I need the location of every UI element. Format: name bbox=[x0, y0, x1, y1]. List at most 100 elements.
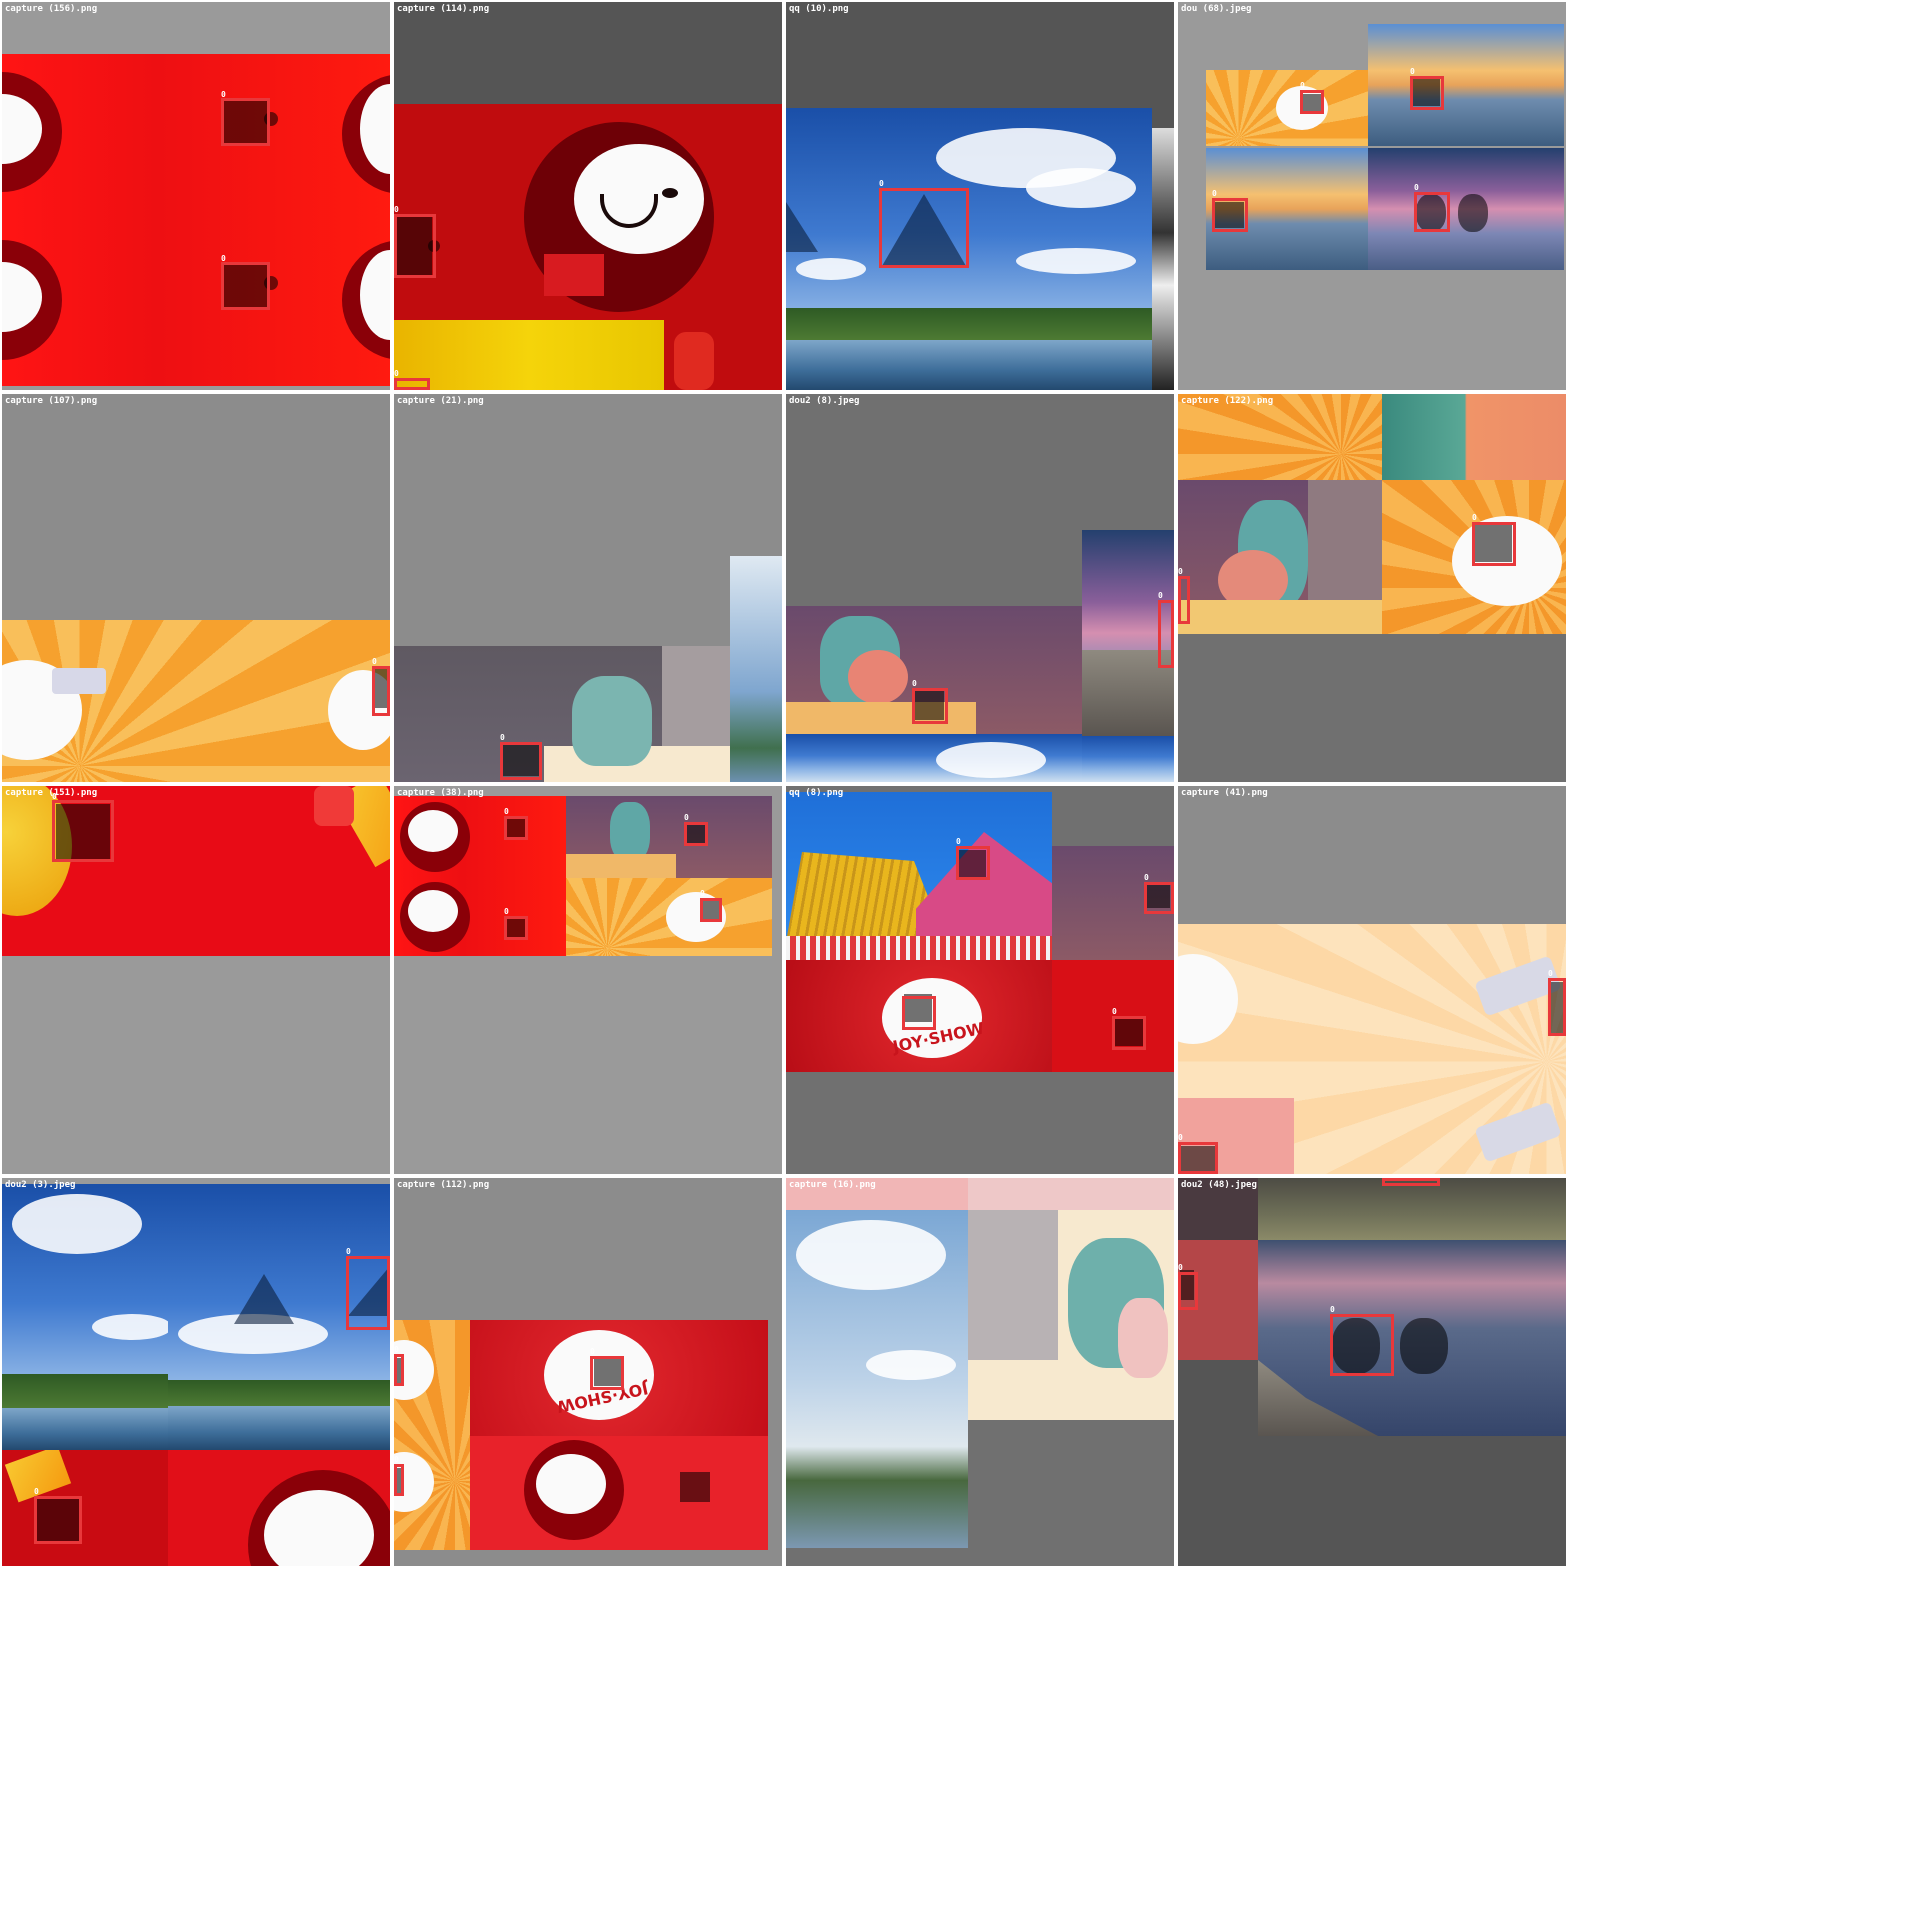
mascot-head bbox=[1178, 954, 1238, 1044]
detection-class-label: 0 bbox=[684, 813, 689, 822]
puzzle-gap bbox=[786, 202, 818, 252]
detection-box bbox=[1178, 1272, 1198, 1310]
puzzle-gap bbox=[374, 668, 390, 708]
skirt-shape bbox=[848, 650, 908, 704]
mascot-eye bbox=[662, 188, 678, 198]
detection-box bbox=[34, 1496, 82, 1544]
detection-class-label: 0 bbox=[1472, 513, 1477, 522]
lake bbox=[168, 1406, 390, 1450]
tile-filename: capture (21).png bbox=[397, 396, 484, 406]
fence bbox=[786, 936, 1052, 960]
detection-class-label: 0 bbox=[1158, 591, 1163, 600]
captcha-image bbox=[2, 1450, 168, 1566]
puzzle-gap bbox=[224, 264, 268, 308]
lake bbox=[2, 1408, 168, 1450]
tile-filename: qq (8).png bbox=[789, 788, 844, 798]
captcha-image bbox=[786, 1210, 968, 1548]
puzzle-gap bbox=[506, 818, 526, 838]
captcha-image bbox=[2, 1184, 168, 1450]
detection-box bbox=[700, 898, 722, 922]
captcha-image bbox=[1082, 736, 1174, 782]
mascot-head bbox=[408, 890, 458, 932]
detection-class-label: 0 bbox=[1300, 81, 1305, 90]
captcha-image bbox=[2, 620, 390, 782]
detection-box bbox=[879, 188, 969, 268]
detection-box bbox=[1330, 1314, 1394, 1376]
cloud-shape bbox=[92, 1314, 168, 1340]
captcha-image bbox=[394, 104, 782, 390]
puzzle-gap bbox=[224, 100, 268, 144]
mascot-head bbox=[264, 1490, 374, 1566]
captcha-image bbox=[2, 54, 390, 386]
detection-box bbox=[394, 214, 436, 278]
detection-box bbox=[52, 800, 114, 862]
tile-filename: capture (107).png bbox=[5, 396, 98, 406]
tile-filename: capture (41).png bbox=[1181, 788, 1268, 798]
puzzle-gap bbox=[914, 690, 944, 720]
detection-class-label: 0 bbox=[590, 1347, 595, 1356]
detection-box bbox=[394, 1354, 404, 1386]
captcha-image bbox=[968, 1178, 1174, 1420]
grid-tile: capture (112).png JOY·SHOW 0 0 0 bbox=[394, 1178, 782, 1566]
mascot-head bbox=[536, 1454, 606, 1514]
detection-class-label: 0 bbox=[500, 733, 505, 742]
captcha-image bbox=[394, 646, 730, 782]
puzzle-gap bbox=[506, 918, 526, 938]
grid-tile: capture (151).png 0 bbox=[2, 786, 390, 1174]
captcha-image bbox=[566, 796, 772, 878]
grid-tile: qq (10).png 0 bbox=[786, 2, 1174, 390]
grid-tile: dou (68).jpeg 0 0 0 0 bbox=[1178, 2, 1566, 390]
captcha-image bbox=[730, 556, 782, 782]
detection-class-label: 0 bbox=[52, 792, 57, 801]
tile-filename: capture (122).png bbox=[1181, 396, 1274, 406]
puzzle-gap bbox=[1214, 202, 1244, 228]
detection-class-label: 0 bbox=[504, 807, 509, 816]
tile-filename: dou2 (48).jpeg bbox=[1181, 1180, 1257, 1190]
captcha-image bbox=[786, 792, 1052, 960]
tile-filename: capture (156).png bbox=[5, 4, 98, 14]
detection-box bbox=[221, 98, 270, 146]
laptop-shape bbox=[544, 254, 604, 296]
grid-tile: capture (107).png 0 bbox=[2, 394, 390, 782]
tile-filename: capture (16).png bbox=[789, 1180, 876, 1190]
puzzle-gap bbox=[1180, 1270, 1194, 1300]
puzzle-gap bbox=[234, 1274, 294, 1324]
detection-box bbox=[346, 1256, 390, 1330]
detection-class-label: 0 bbox=[221, 90, 226, 99]
treeline bbox=[2, 1374, 168, 1408]
detection-box bbox=[912, 688, 948, 724]
puzzle-gap bbox=[1474, 524, 1512, 562]
treeline bbox=[168, 1380, 390, 1406]
grid-tile: dou2 (3).jpeg 0 0 bbox=[2, 1178, 390, 1566]
captcha-image bbox=[1178, 1178, 1258, 1240]
captcha-image bbox=[1206, 70, 1368, 146]
puzzle-gap bbox=[594, 1358, 622, 1386]
logo-emblem bbox=[882, 978, 982, 1058]
detection-class-label: 0 bbox=[394, 369, 399, 378]
detection-box bbox=[590, 1356, 624, 1390]
tile-filename: capture (112).png bbox=[397, 1180, 490, 1190]
puzzle-gap bbox=[502, 742, 540, 776]
detection-class-label: 0 bbox=[504, 907, 509, 916]
detection-class-label: 0 bbox=[956, 837, 961, 846]
cloud-shape bbox=[1026, 168, 1136, 208]
puzzle-gap bbox=[396, 1358, 402, 1384]
puzzle-gap bbox=[1146, 882, 1170, 908]
captcha-image bbox=[968, 1178, 1174, 1210]
detection-class-label: 0 bbox=[1112, 1007, 1117, 1016]
puzzle-gap bbox=[36, 1498, 80, 1542]
tile-filename: dou2 (3).jpeg bbox=[5, 1180, 76, 1190]
captcha-image bbox=[470, 1436, 768, 1550]
grid-tile: dou2 (48).jpeg 0 0 0 bbox=[1178, 1178, 1566, 1566]
detection-class-label: 0 bbox=[1330, 1305, 1335, 1314]
captcha-image bbox=[1178, 480, 1382, 634]
detection-class-label: 0 bbox=[1212, 189, 1217, 198]
treeline bbox=[786, 308, 1152, 340]
captcha-image bbox=[1178, 924, 1566, 1174]
girl-figure bbox=[610, 802, 650, 862]
ledge bbox=[566, 854, 676, 878]
grid-tile: capture (114).png 0 0 bbox=[394, 2, 782, 390]
detection-class-label: 0 bbox=[700, 889, 705, 898]
puzzle-gap bbox=[1302, 94, 1322, 112]
